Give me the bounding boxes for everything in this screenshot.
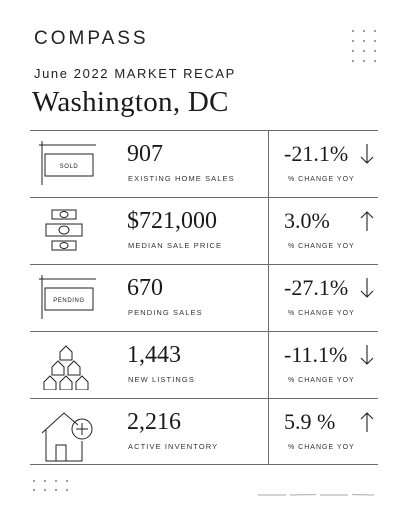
stat-row-new-listings: 1,443 NEW LISTINGS -11.1% % CHANGE YOY xyxy=(30,331,378,398)
stat-value: 670 xyxy=(127,275,163,301)
sold-sign-icon: SOLD xyxy=(38,139,96,189)
stat-change-label: % CHANGE YOY xyxy=(288,243,355,250)
sign-label: SOLD xyxy=(60,164,79,170)
stat-value: $721,000 xyxy=(127,208,217,234)
arrow-up-icon xyxy=(360,210,374,232)
decorative-dots-icon xyxy=(32,478,72,494)
recap-title: June 2022 MARKET RECAP xyxy=(34,66,236,81)
stat-row-pending-sales: PENDING 670 PENDING SALES -27.1% % CHANG… xyxy=(30,264,378,331)
arrow-up-icon xyxy=(360,411,374,433)
houses-stack-icon xyxy=(38,340,96,390)
decorative-dots-icon xyxy=(350,28,380,66)
stat-change: 5.9 % xyxy=(284,409,336,434)
footer-disclaimer-mark xyxy=(256,486,376,504)
city-heading: Washington, DC xyxy=(32,86,229,118)
stat-label: PENDING SALES xyxy=(128,308,203,317)
house-plus-icon xyxy=(38,407,96,462)
arrow-down-icon xyxy=(360,143,374,165)
stat-change: -21.1% xyxy=(284,141,349,166)
stat-change-label: % CHANGE YOY xyxy=(288,444,355,451)
stat-row-existing-home-sales: SOLD 907 EXISTING HOME SALES -21.1% % CH… xyxy=(30,130,378,197)
arrow-down-icon xyxy=(360,344,374,366)
stats-table: SOLD 907 EXISTING HOME SALES -21.1% % CH… xyxy=(30,130,378,465)
stat-change-label: % CHANGE YOY xyxy=(288,310,355,317)
stat-label: EXISTING HOME SALES xyxy=(128,174,235,183)
stat-value: 1,443 xyxy=(127,342,181,368)
stat-change: -27.1% xyxy=(284,275,349,300)
stat-change: -11.1% xyxy=(284,342,348,367)
money-stack-icon xyxy=(38,206,96,256)
stat-row-active-inventory: 2,216 ACTIVE INVENTORY 5.9 % % CHANGE YO… xyxy=(30,398,378,465)
stat-label: MEDIAN SALE PRICE xyxy=(128,241,223,250)
stat-row-median-sale-price: $721,000 MEDIAN SALE PRICE 3.0% % CHANGE… xyxy=(30,197,378,264)
sign-label: PENDING xyxy=(53,298,85,304)
stat-value: 907 xyxy=(127,141,163,167)
stat-label: NEW LISTINGS xyxy=(128,375,195,384)
stat-change: 3.0% xyxy=(284,208,330,233)
brand-logo: COMPASS xyxy=(34,28,149,49)
stat-change-label: % CHANGE YOY xyxy=(288,176,355,183)
column-divider xyxy=(268,130,269,464)
stat-label: ACTIVE INVENTORY xyxy=(128,442,219,451)
stat-change-label: % CHANGE YOY xyxy=(288,377,355,384)
pending-sign-icon: PENDING xyxy=(38,273,96,323)
stat-value: 2,216 xyxy=(127,409,181,435)
arrow-down-icon xyxy=(360,277,374,299)
